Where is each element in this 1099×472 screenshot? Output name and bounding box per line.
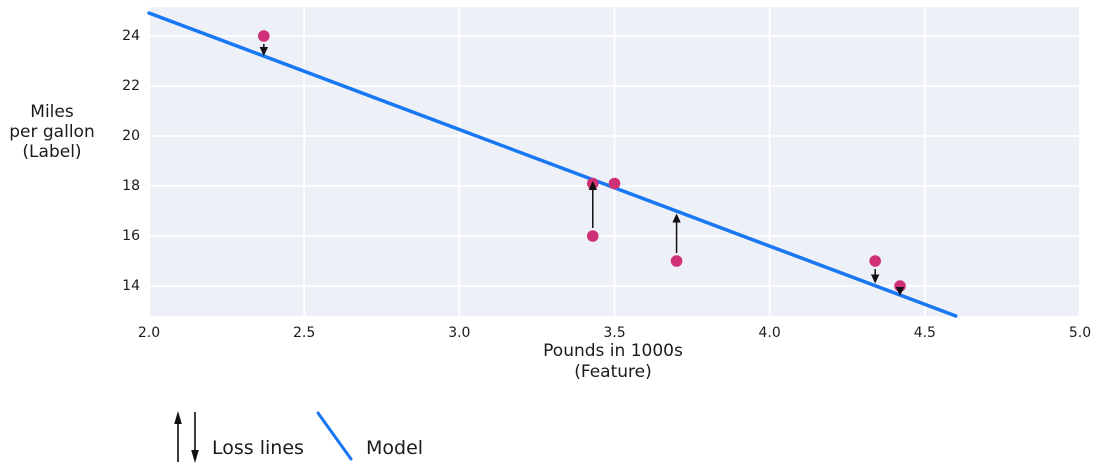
- y-axis-title-line: Miles: [30, 102, 74, 122]
- x-tick-label: 3.0: [448, 325, 471, 341]
- x-axis-title-line: Pounds in 1000s: [543, 341, 683, 361]
- y-tick-label: 20: [122, 128, 140, 144]
- x-tick-label: 2.0: [137, 325, 161, 341]
- y-tick-label: 16: [122, 228, 140, 244]
- down-arrow-head: [191, 450, 199, 463]
- data-point: [670, 255, 683, 267]
- data-point: [869, 255, 881, 267]
- y-axis-title: Miles per gallon (Label): [0, 102, 104, 162]
- y-axis-title-line: (Label): [22, 142, 82, 162]
- x-tick-label: 4.0: [758, 325, 781, 341]
- x-axis-title-line: (Feature): [574, 362, 652, 382]
- model-line-icon: [316, 411, 353, 461]
- legend-model-label: Model: [366, 437, 424, 459]
- data-point: [608, 177, 621, 190]
- x-tick-label: 2.5: [293, 325, 316, 341]
- x-tick-label: 3.5: [603, 325, 626, 341]
- y-tick-label: 14: [122, 278, 140, 294]
- data-point: [586, 230, 599, 242]
- x-tick-label: 4.5: [913, 325, 936, 341]
- x-tick-label: 5.0: [1068, 325, 1092, 341]
- y-tick-label: 18: [122, 178, 140, 194]
- y-tick-label: 22: [122, 78, 140, 94]
- loss-lines-arrows-icon: [174, 411, 199, 463]
- loss-arrow-head: [259, 47, 269, 56]
- y-axis-title-line: per gallon: [9, 122, 95, 142]
- loss-arrow-head: [870, 274, 880, 284]
- legend-loss-lines-label: Loss lines: [212, 437, 304, 459]
- model-line: [147, 11, 958, 318]
- x-axis-title: Pounds in 1000s (Feature): [503, 341, 723, 383]
- loss-arrow-head: [588, 181, 597, 190]
- loss-arrow-head: [672, 213, 681, 223]
- y-tick-label: 24: [122, 28, 140, 44]
- loss-arrow-head: [895, 287, 905, 296]
- model-line-glyph: [316, 411, 353, 461]
- up-arrow-head: [174, 411, 182, 424]
- data-point: [258, 30, 270, 42]
